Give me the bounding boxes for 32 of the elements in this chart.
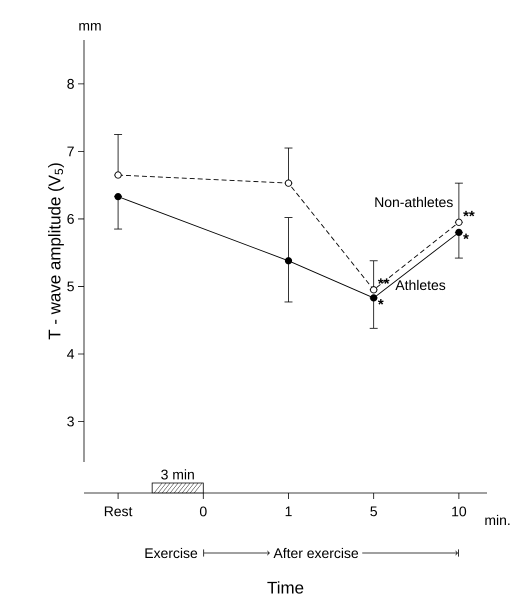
- y-tick-label: 6: [67, 214, 74, 224]
- point: [455, 218, 463, 226]
- x-tick-label: Rest: [104, 506, 132, 516]
- point: [284, 180, 292, 187]
- x-tick-label: 10: [452, 506, 466, 516]
- text: After exercise: [273, 548, 358, 558]
- text: mm: [79, 22, 101, 30]
- text: min.: [485, 514, 510, 525]
- text: Exercise: [145, 548, 198, 558]
- y-tick-label: 3: [67, 416, 74, 426]
- point: [455, 228, 463, 236]
- point: [284, 257, 292, 264]
- y-axis-title: T - wave amplitude (V$_{5}$): [48, 163, 64, 340]
- annotation: **: [463, 210, 475, 216]
- x-tick-label: 5: [370, 506, 377, 516]
- y-tick-label: 5: [67, 282, 74, 292]
- annotation: *: [463, 234, 469, 240]
- x-axis-title: Time: [267, 581, 304, 594]
- annotation: **: [378, 278, 390, 284]
- y-tick-label: 7: [67, 146, 74, 156]
- point: [370, 294, 378, 302]
- y-tick-label: 8: [67, 78, 74, 89]
- text: 3 min: [161, 469, 194, 480]
- x-tick-label: 1: [286, 506, 292, 516]
- series-label: Non-athletes: [375, 196, 453, 208]
- annotation: *: [378, 299, 384, 305]
- series-label: Athletes: [395, 280, 446, 290]
- point: [370, 286, 378, 294]
- y-tick-label: 4: [67, 349, 74, 359]
- point: [114, 171, 122, 179]
- x-tick-label: 0: [200, 506, 207, 516]
- point: [114, 193, 122, 200]
